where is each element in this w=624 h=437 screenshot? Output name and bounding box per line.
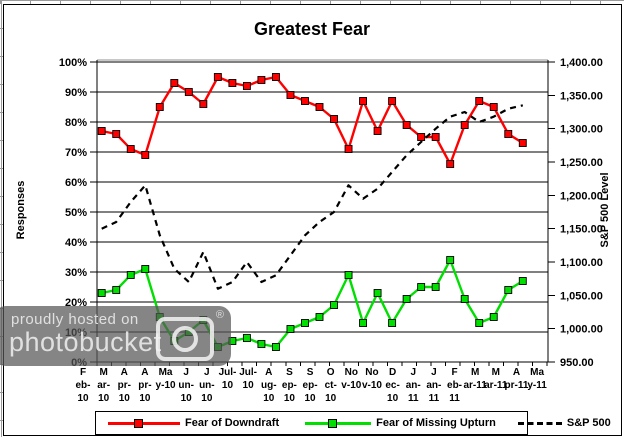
svg-text:Feb-11: Feb-11 [447,367,462,404]
legend: Fear of Downdraft Fear of Missing Upturn… [95,411,611,435]
svg-text:Aug-10: Aug-10 [261,367,277,404]
svg-text:Sep-10: Sep-10 [282,367,297,404]
svg-text:90%: 90% [65,87,87,99]
svg-text:Oct-10: Oct-10 [325,367,337,404]
registered-trademark-icon: ® [215,309,224,321]
svg-text:1,000.00: 1,000.00 [560,324,603,336]
gridlines [96,59,549,363]
series-s-p-500 [101,104,524,290]
svg-text:Jan-11: Jan-11 [406,367,421,404]
svg-text:Feb-10: Feb-10 [76,367,91,404]
svg-text:1,100.00: 1,100.00 [560,257,603,269]
legend-item-fear-of-downdraft: Fear of Downdraft [108,417,279,429]
adjacent-axis-top-sliver [0,0,624,4]
watermark-text-line2: photobucket [9,327,162,357]
svg-text:Mar-11: Mar-11 [484,367,508,391]
svg-text:Dec-10: Dec-10 [385,367,399,404]
svg-text:100%: 100% [59,57,87,69]
svg-text:Jul-10: Jul-10 [239,367,257,391]
adjacent-axis-left-sliver [0,0,4,437]
svg-text:80%: 80% [65,117,87,129]
svg-text:Jan-11: Jan-11 [426,367,441,404]
svg-text:60%: 60% [65,177,87,189]
svg-text:1,300.00: 1,300.00 [560,124,603,136]
svg-text:1,050.00: 1,050.00 [560,290,603,302]
legend-swatch-green-line [305,418,372,428]
svg-text:30%: 30% [65,267,87,279]
legend-label: S&P 500 [566,417,611,429]
svg-text:May-11: Ma y-11 [527,367,547,391]
svg-text:70%: 70% [65,147,87,159]
svg-text:Apr-10: Apr-10 [118,367,131,404]
svg-text:Jun-10: Jun-10 [178,367,194,404]
svg-text:1,350.00: 1,350.00 [560,90,603,102]
right-axis-tick-labels: 950.00 1,000.00 1,050.00 1,100.00 1,150.00 1,… [560,57,603,369]
svg-text:May-10: Ma y-10 [156,367,176,391]
chart-title: Greatest Fear [253,19,371,39]
legend-swatch-dashed-line [517,421,562,425]
svg-text:Jun-10: Jun-10 [199,367,215,404]
series-fear-of-missing-upturn [97,256,527,351]
watermark-text-line1: proudly hosted on [11,311,139,328]
svg-text:Nov-10: No v-10 [362,367,382,391]
svg-text:1,250.00: 1,250.00 [560,157,603,169]
svg-text:1,200.00: 1,200.00 [560,190,603,202]
svg-text:Sep-10: Sep-10 [303,367,318,404]
photobucket-watermark: proudly hosted on photobucket ® [0,306,231,366]
svg-text:Jul-10: Jul-10 [219,367,237,391]
photobucket-camera-icon [156,317,214,361]
svg-text:50%: 50% [65,207,87,219]
svg-text:Mar-10: Mar-10 [97,367,110,404]
legend-item-sp500: S&P 500 [517,417,611,429]
legend-label: Fear of Missing Upturn [376,417,496,429]
svg-text:Nov-10: No v-10 [341,367,361,391]
svg-text:950.00: 950.00 [560,357,594,369]
legend-label: Fear of Downdraft [185,417,280,429]
series-fear-of-downdraft [97,73,527,168]
svg-text:Apr-11: Apr-11 [504,367,528,391]
svg-text:Mar-11: Mar-11 [463,367,487,391]
svg-text:40%: 40% [65,237,87,249]
svg-text:Apr-10: Apr-10 [138,367,151,404]
legend-swatch-red-line [108,418,180,428]
legend-item-fear-of-missing-upturn: Fear of Missing Upturn [305,417,496,429]
svg-text:1,150.00: 1,150.00 [560,224,603,236]
svg-text:1,400.00: 1,400.00 [560,57,603,69]
